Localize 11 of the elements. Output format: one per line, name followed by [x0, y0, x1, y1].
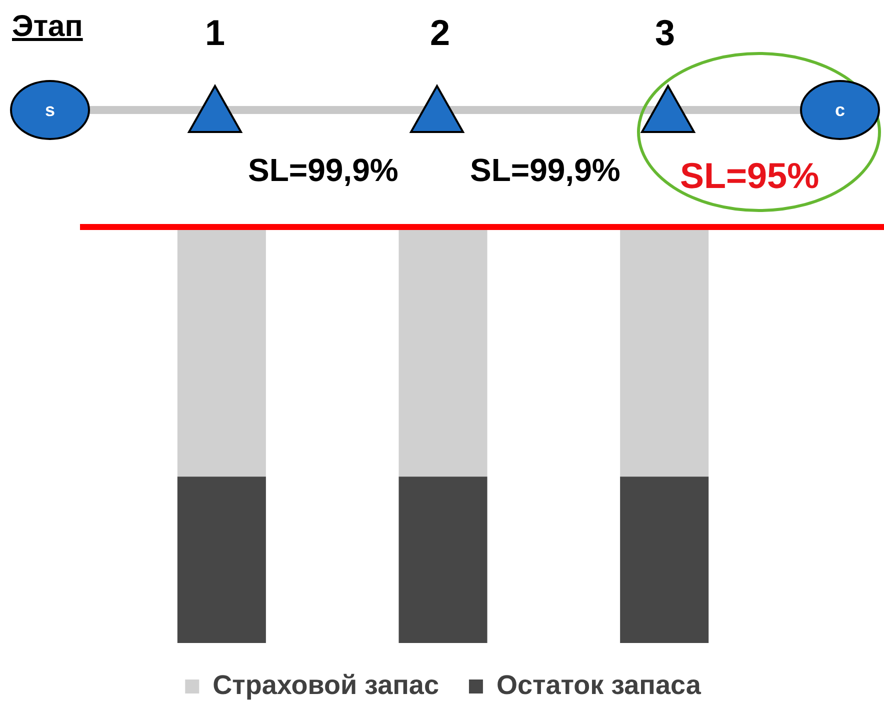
circle-icon: s — [10, 80, 90, 140]
text: Этап — [12, 10, 83, 44]
text: 2 — [430, 12, 450, 54]
text: 1 — [205, 12, 226, 54]
text: SL=99,9% — [248, 152, 398, 189]
legend-label: Остаток запаса — [496, 670, 702, 700]
legend-label: Страховой запас — [212, 670, 439, 700]
text: SL=99,9% — [470, 152, 620, 189]
text: 3 — [655, 12, 676, 54]
circle-icon: c — [800, 80, 880, 140]
text: SL=95% — [680, 155, 820, 197]
